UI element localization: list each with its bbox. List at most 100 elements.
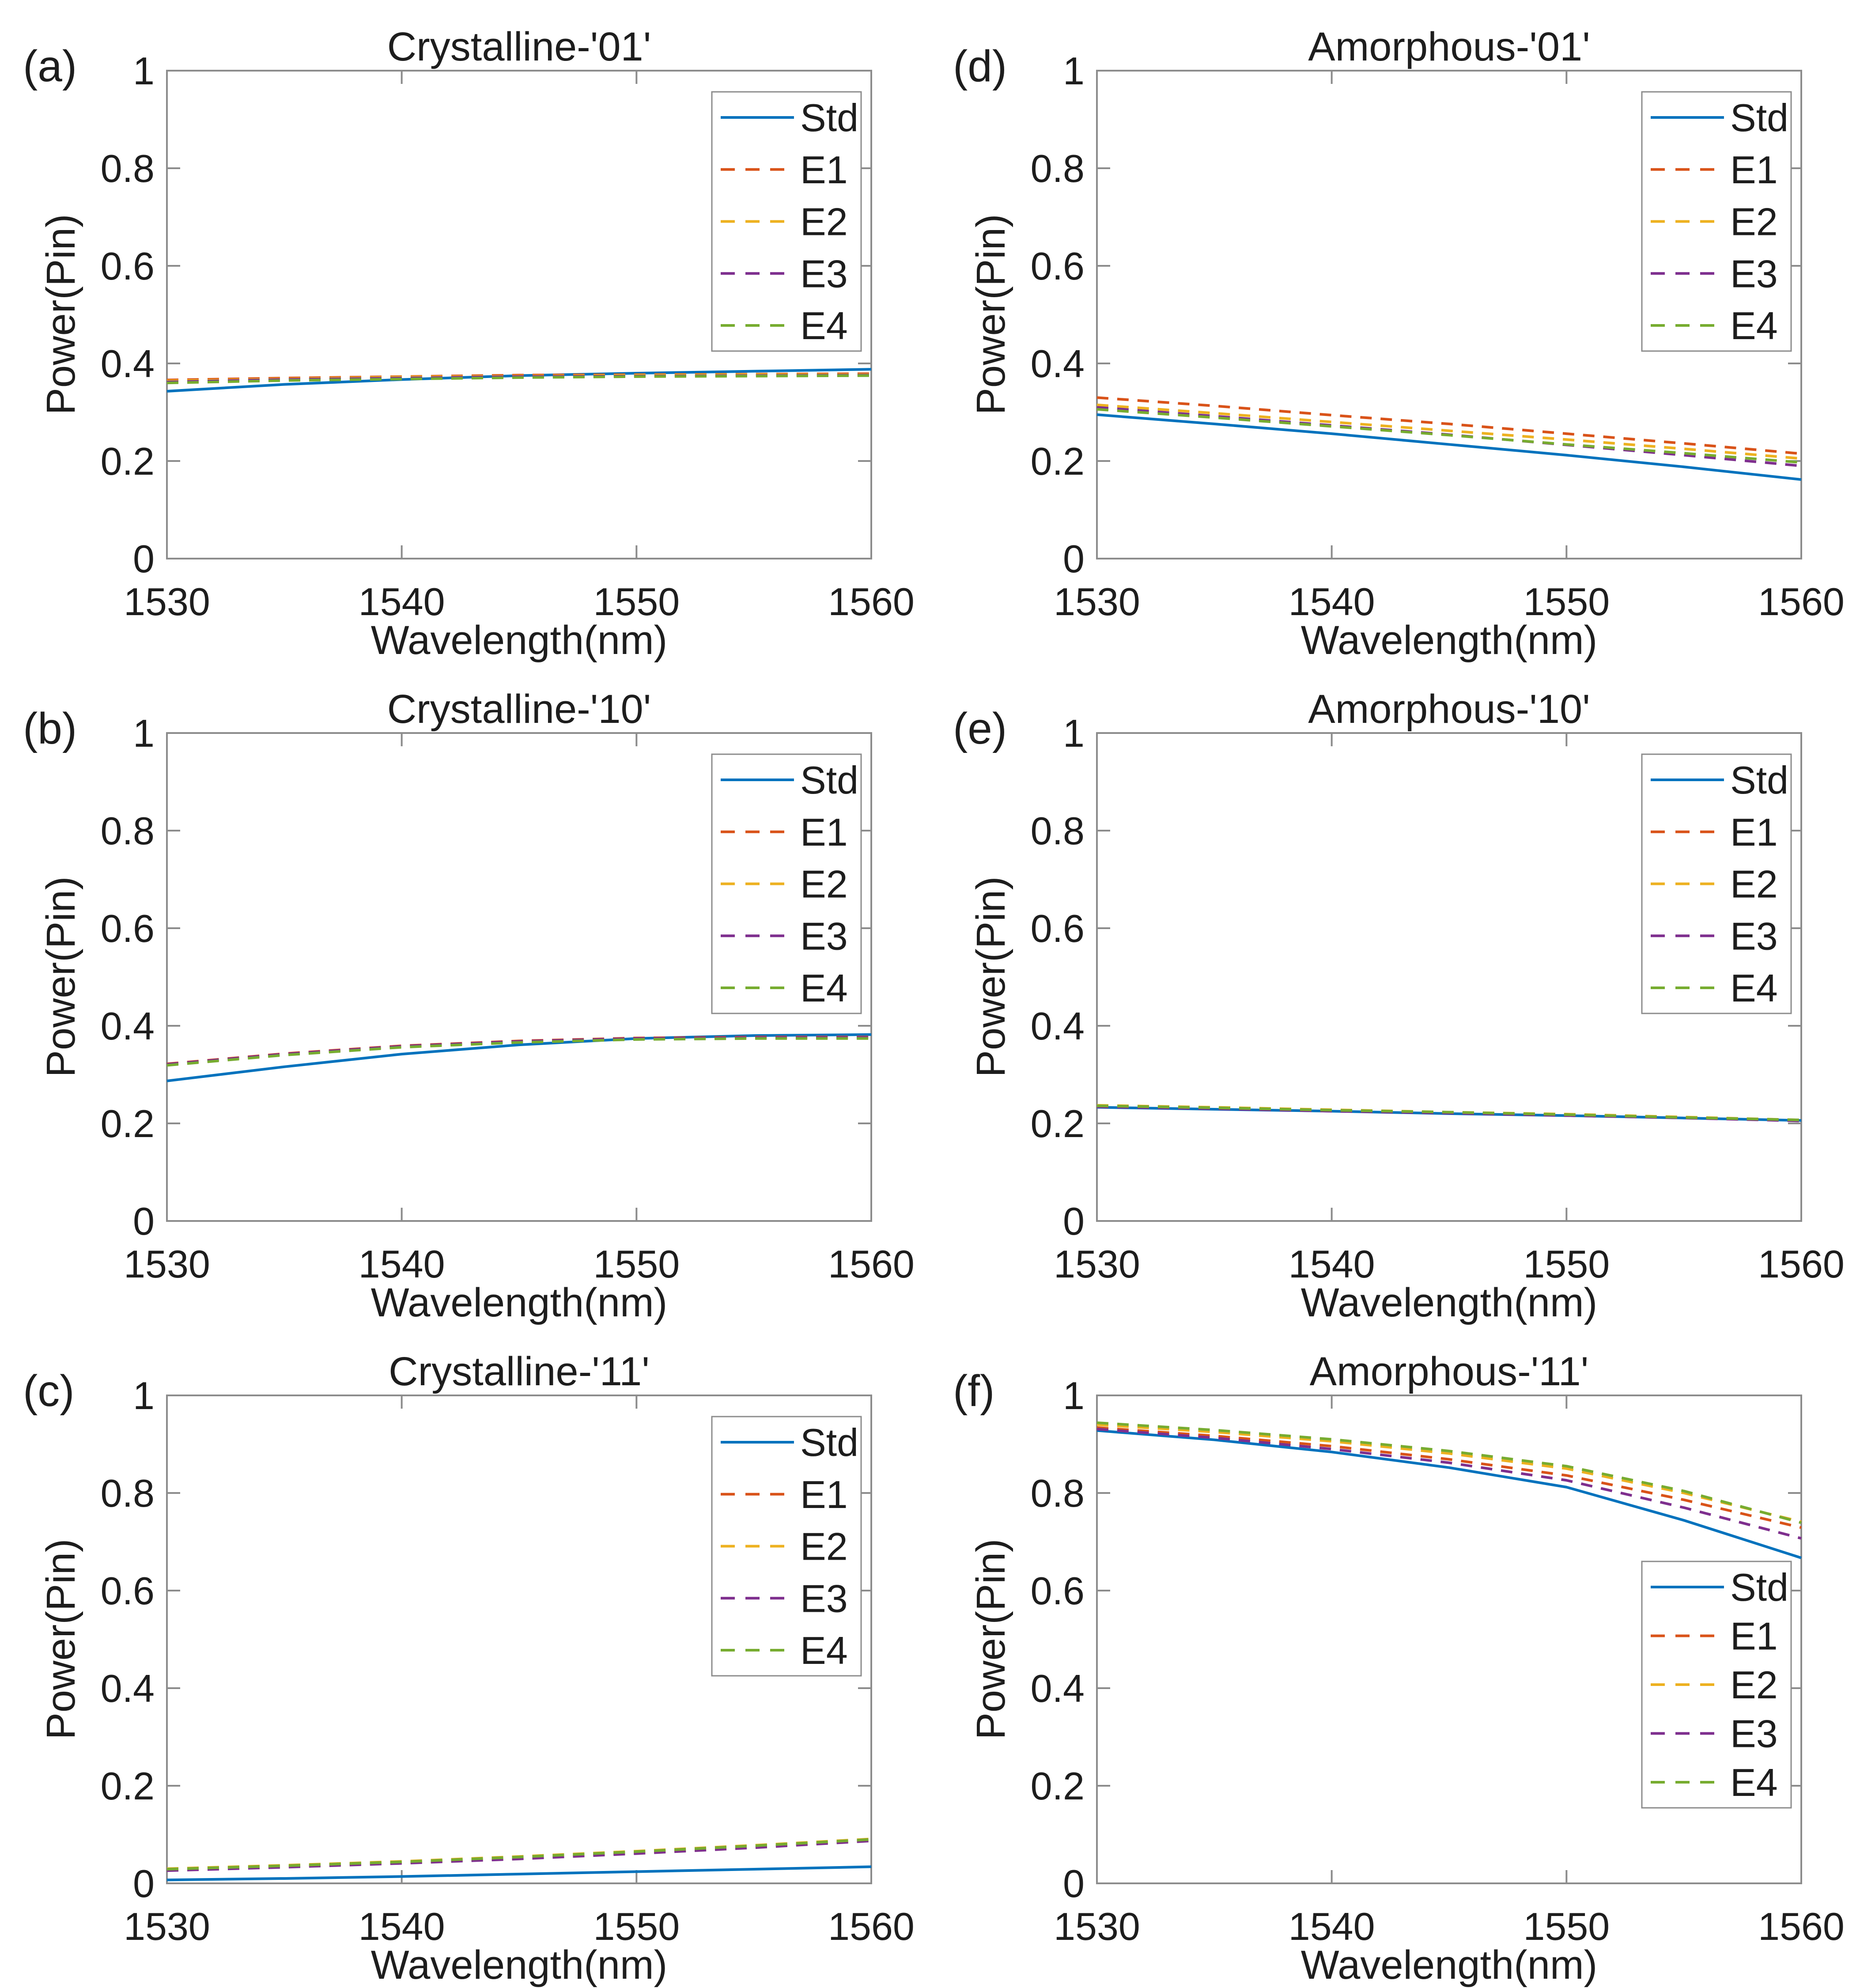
y-tick-label: 0.8 xyxy=(1031,147,1085,190)
legend-box xyxy=(711,753,862,1014)
legend-label-E4: E4 xyxy=(800,966,848,1010)
panel-letter: (d) xyxy=(953,42,1007,91)
x-tick-label: 1530 xyxy=(1054,1905,1140,1948)
series-line-Std xyxy=(1096,1429,1802,1559)
series-line-E4 xyxy=(1096,408,1802,464)
axes-box xyxy=(166,1395,872,1884)
legend-label-E2: E2 xyxy=(1730,862,1778,906)
y-tick-label: 1 xyxy=(1063,1374,1085,1417)
x-tick-label: 1540 xyxy=(1289,1905,1375,1948)
y-tick-label: 0.8 xyxy=(101,1471,155,1515)
series-line-E4 xyxy=(1096,1104,1802,1122)
plot-canvas-e: 1530 1540 1550 1560 0 0.2 0.4 0.6 0.8 1 Std E1 E2 E3 E… xyxy=(1031,711,1845,1286)
legend-label-E1: E1 xyxy=(800,148,848,192)
y-tick-label: 0.8 xyxy=(1031,809,1085,853)
legend-label-E3: E3 xyxy=(1730,252,1778,295)
legend-box xyxy=(1641,1561,1792,1809)
subplot-crystalline-01: (a) Crystalline-'01' Power(Pin) Waveleng… xyxy=(0,0,930,662)
plot-canvas-d: 1530 1540 1550 1560 0 0.2 0.4 0.6 0.8 1 Std E1 E2 E3 E… xyxy=(1031,49,1845,624)
legend-label-E4: E4 xyxy=(800,304,848,348)
plot-title: Crystalline-'10' xyxy=(387,687,651,732)
y-tick-label: 1 xyxy=(133,1374,155,1417)
y-tick-label: 0.8 xyxy=(101,147,155,190)
panel-letter: (e) xyxy=(953,704,1007,753)
axes-box xyxy=(166,732,872,1222)
legend-box xyxy=(1641,753,1792,1014)
panel-letter: (b) xyxy=(23,704,77,753)
plot-canvas-f: 1530 1540 1550 1560 0 0.2 0.4 0.6 0.8 1 Std E1 E2 E3 E… xyxy=(1031,1374,1845,1948)
legend-label-E1: E1 xyxy=(1730,810,1778,854)
y-tick-label: 1 xyxy=(133,711,155,755)
y-tick-label: 0.4 xyxy=(1031,1004,1085,1048)
x-tick-label: 1560 xyxy=(828,1242,915,1286)
plot-canvas-b: 1530 1540 1550 1560 0 0.2 0.4 0.6 0.8 1 Std E1 E2 E3 E… xyxy=(101,711,915,1286)
legend-label-E2: E2 xyxy=(1730,1663,1778,1707)
series-line-E4 xyxy=(1096,1421,1802,1524)
legend-label-E3: E3 xyxy=(800,1576,848,1620)
plot-title: Amorphous-'10' xyxy=(1308,687,1590,732)
y-tick-label: 1 xyxy=(1063,711,1085,755)
x-tick-label: 1540 xyxy=(359,1905,445,1948)
series-line-E2 xyxy=(166,1837,872,1870)
plot-title: Crystalline-'01' xyxy=(387,24,651,69)
y-tick-label: 0.2 xyxy=(101,1102,155,1145)
legend-label-E2: E2 xyxy=(800,862,848,906)
x-tick-label: 1550 xyxy=(593,580,680,624)
legend-box xyxy=(711,1416,862,1677)
panel-letter: (a) xyxy=(23,42,77,91)
y-tick-label: 0.2 xyxy=(101,439,155,483)
legend-label-E4: E4 xyxy=(1730,304,1778,348)
y-tick-label: 0.6 xyxy=(1031,907,1085,950)
legend-label-E4: E4 xyxy=(800,1629,848,1672)
x-axis-label: Wavelength(nm) xyxy=(370,1280,668,1325)
y-tick-label: 0.8 xyxy=(101,809,155,853)
series-line-Std xyxy=(1096,413,1802,481)
y-tick-label: 0.6 xyxy=(1031,244,1085,288)
y-tick-label: 0.2 xyxy=(1031,1102,1085,1145)
x-axis-label: Wavelength(nm) xyxy=(1300,1280,1598,1325)
series-line-E1 xyxy=(1096,1426,1802,1529)
y-tick-label: 0 xyxy=(133,537,155,581)
y-tick-label: 0.6 xyxy=(101,907,155,950)
series-line-E4 xyxy=(166,1838,872,1871)
y-tick-label: 0 xyxy=(1063,1199,1085,1243)
y-tick-label: 0 xyxy=(1063,537,1085,581)
series-line-E2 xyxy=(1096,403,1802,460)
plot-title: Amorphous-'01' xyxy=(1308,24,1590,69)
x-tick-label: 1550 xyxy=(1523,580,1610,624)
x-tick-label: 1530 xyxy=(124,1905,210,1948)
legend-label-E3: E3 xyxy=(1730,914,1778,958)
x-tick-label: 1560 xyxy=(828,580,915,624)
x-axis-label: Wavelength(nm) xyxy=(1300,1943,1598,1988)
y-tick-label: 0.2 xyxy=(1031,1764,1085,1808)
x-tick-label: 1550 xyxy=(593,1242,680,1286)
legend-label-E2: E2 xyxy=(800,200,848,244)
legend-label-E4: E4 xyxy=(1730,966,1778,1010)
series-line-E4 xyxy=(166,1037,871,1067)
y-tick-label: 1 xyxy=(1063,49,1085,93)
series-line-E3 xyxy=(166,1839,872,1872)
x-tick-label: 1540 xyxy=(359,1242,445,1286)
panel-letter: (f) xyxy=(953,1366,995,1416)
x-tick-label: 1530 xyxy=(124,580,210,624)
plot-title: Amorphous-'11' xyxy=(1309,1349,1589,1394)
x-tick-label: 1540 xyxy=(359,580,445,624)
series-line-E2 xyxy=(1096,1423,1802,1523)
x-tick-label: 1560 xyxy=(1758,1905,1845,1948)
x-tick-label: 1530 xyxy=(1054,580,1140,624)
legend-label-E1: E1 xyxy=(800,810,848,854)
legend-label-E2: E2 xyxy=(800,1525,848,1568)
subplot-amorphous-01: (d) Amorphous-'01' Power(Pin) Wavelength… xyxy=(930,0,1860,662)
panel-letter: (c) xyxy=(23,1366,75,1416)
legend-label-Std: Std xyxy=(800,1421,858,1464)
legend-label-Std: Std xyxy=(1730,758,1788,802)
x-tick-label: 1560 xyxy=(828,1905,915,1948)
series-line-Std xyxy=(166,1033,872,1082)
plot-canvas-a: 1530 1540 1550 1560 0 0.2 0.4 0.6 0.8 1 Std E1 E2 E3 E… xyxy=(101,49,915,624)
plot-title: Crystalline-'11' xyxy=(389,1349,650,1394)
x-tick-label: 1530 xyxy=(1054,1242,1140,1286)
x-tick-label: 1540 xyxy=(1289,1242,1375,1286)
x-axis-label: Wavelength(nm) xyxy=(370,618,668,662)
y-tick-label: 0.6 xyxy=(1031,1569,1085,1613)
y-tick-label: 0 xyxy=(1063,1862,1085,1905)
